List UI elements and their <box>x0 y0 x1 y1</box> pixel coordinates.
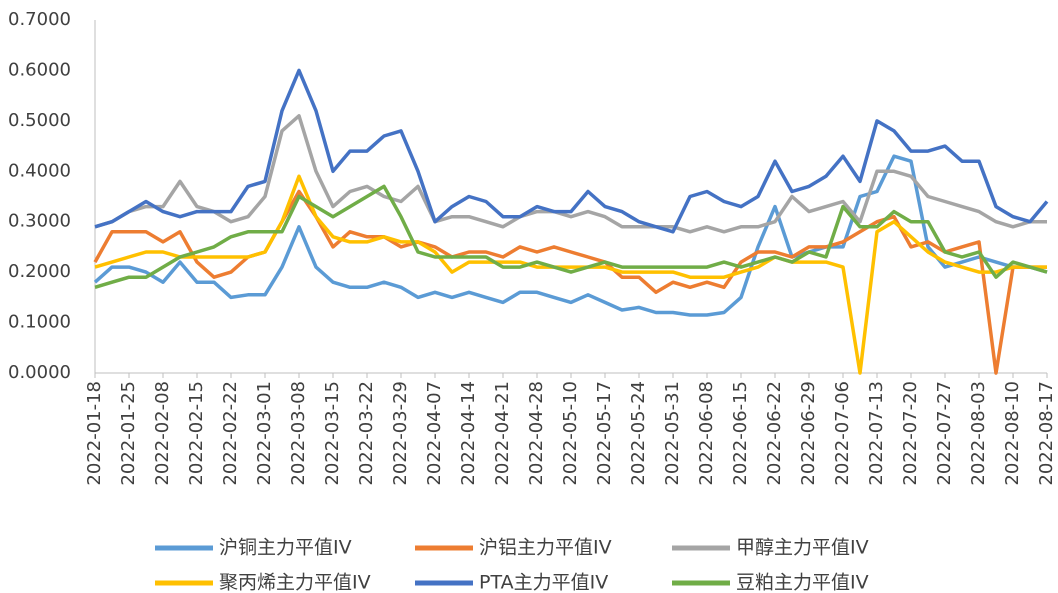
legend-label: 甲醇主力平值IV <box>736 537 869 559</box>
x-tick-label: 2022-02-15 <box>186 381 207 486</box>
x-tick-label: 2022-03-08 <box>288 381 309 486</box>
legend-label: 豆粕主力平值IV <box>736 572 869 593</box>
x-tick-label: 2022-01-25 <box>118 381 139 486</box>
y-tick-label: 0.5000 <box>8 110 71 131</box>
x-tick-label: 2022-05-17 <box>594 381 615 486</box>
y-tick-label: 0.3000 <box>8 211 71 232</box>
y-tick-label: 0.2000 <box>8 261 71 282</box>
x-tick-label: 2022-03-22 <box>356 381 377 486</box>
x-tick-label: 2022-07-20 <box>900 381 921 486</box>
x-tick-label: 2022-03-01 <box>254 381 275 486</box>
y-tick-label: 0.0000 <box>8 362 71 383</box>
legend-label: 聚丙烯主力平值IV <box>219 572 371 593</box>
x-tick-label: 2022-06-15 <box>730 381 751 486</box>
legend-label: 沪铜主力平值IV <box>219 537 352 559</box>
y-tick-label: 0.1000 <box>8 312 71 333</box>
y-tick-label: 0.4000 <box>8 160 71 181</box>
x-tick-label: 2022-08-17 <box>1036 381 1057 486</box>
x-tick-label: 2022-02-22 <box>220 381 241 486</box>
x-tick-label: 2022-07-27 <box>934 381 955 486</box>
x-tick-label: 2022-06-22 <box>764 381 785 486</box>
x-tick-label: 2022-06-29 <box>798 381 819 486</box>
x-tick-label: 2022-04-21 <box>492 381 513 486</box>
x-tick-label: 2022-08-10 <box>1002 381 1023 486</box>
series-line <box>94 174 1047 375</box>
series-line <box>94 68 1049 234</box>
x-tick-label: 2022-06-08 <box>696 381 717 486</box>
x-tick-label: 2022-07-13 <box>866 381 887 486</box>
legend-label: PTA主力平值IV <box>479 572 608 593</box>
x-tick-label: 2022-03-29 <box>390 381 411 486</box>
x-tick-label: 2022-04-07 <box>424 381 445 486</box>
x-tick-label: 2022-08-03 <box>968 381 989 486</box>
x-tick-label: 2022-01-18 <box>84 381 105 486</box>
x-tick-label: 2022-05-31 <box>662 381 683 486</box>
y-tick-label: 0.7000 <box>8 9 71 30</box>
x-tick-label: 2022-05-24 <box>628 381 649 486</box>
legend-label: 沪铝主力平值IV <box>479 537 612 559</box>
x-tick-label: 2022-02-08 <box>152 381 173 486</box>
x-tick-label: 2022-04-14 <box>458 381 479 486</box>
y-tick-label: 0.6000 <box>8 59 71 80</box>
x-tick-label: 2022-07-06 <box>832 381 853 486</box>
series-line <box>94 184 1048 289</box>
x-tick-label: 2022-03-15 <box>322 381 343 486</box>
x-tick-label: 2022-05-10 <box>560 381 581 486</box>
series-line <box>93 154 1048 317</box>
x-tick-label: 2022-04-28 <box>526 381 547 486</box>
series-line <box>94 114 1047 234</box>
